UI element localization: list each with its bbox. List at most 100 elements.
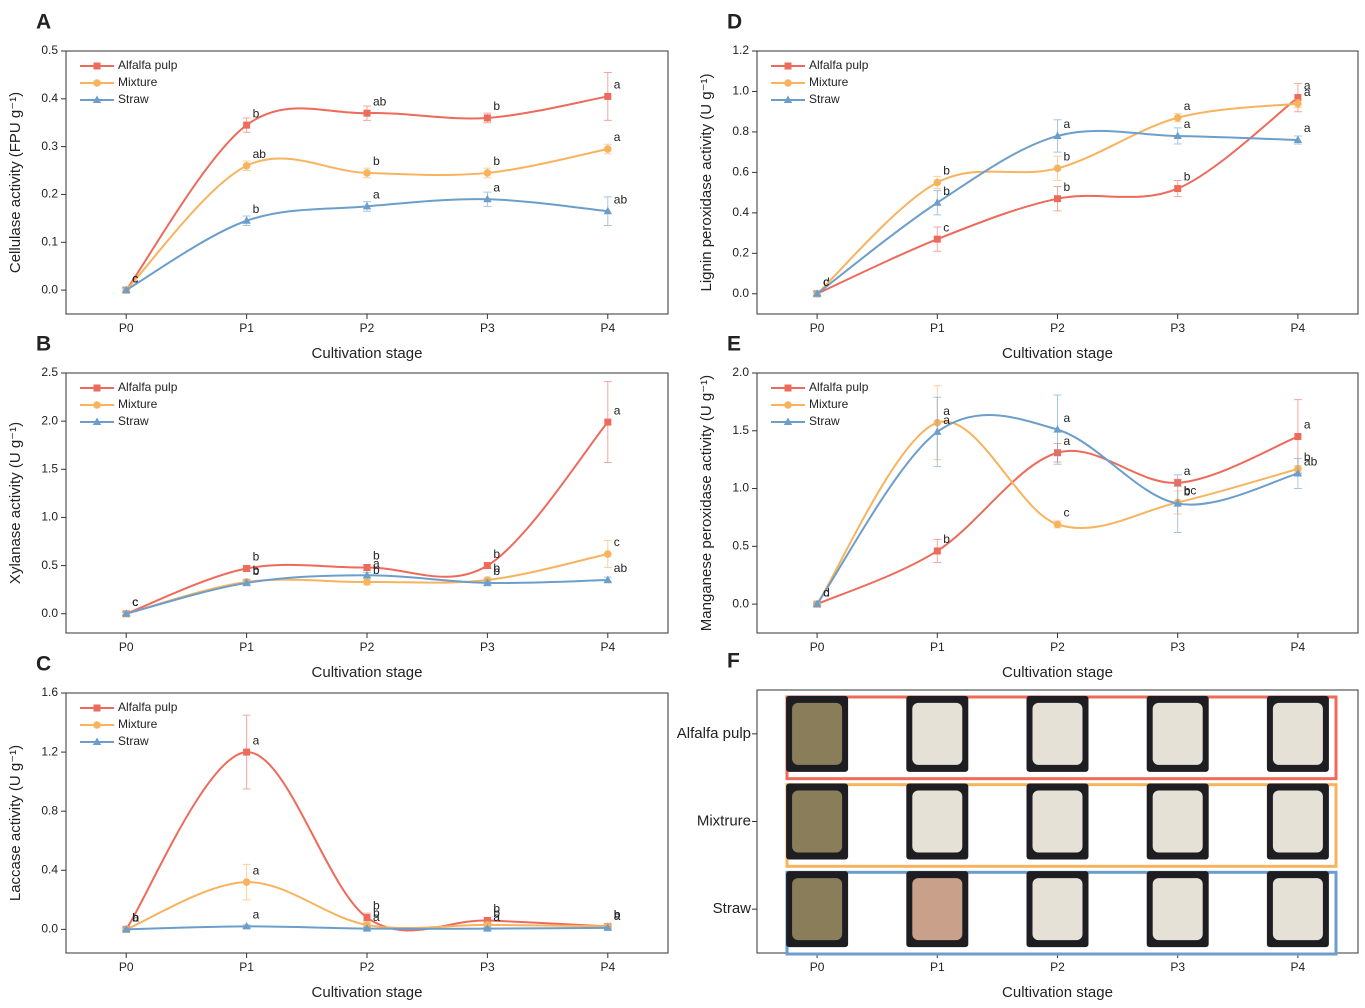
x-axis-label: Cultivation stage (1002, 345, 1113, 362)
marker (1293, 469, 1303, 477)
marker (1053, 425, 1062, 433)
y-tick-label: 0.6 (732, 165, 749, 179)
marker (1294, 433, 1302, 441)
x-axis-label: Cultivation stage (312, 664, 423, 681)
marker (604, 550, 612, 558)
marker (122, 285, 131, 294)
marker (483, 924, 492, 932)
legend-label: Mixture (809, 75, 849, 89)
legend-marker (783, 95, 793, 103)
x-tick-label: P0 (810, 640, 825, 654)
marker (1053, 131, 1062, 139)
legend-marker (93, 384, 101, 392)
x-tick-label: P2 (1050, 321, 1065, 335)
y-axis-label: Laccase activity (U g⁻¹) (7, 745, 24, 901)
y-tick-label: 1.5 (732, 423, 749, 437)
legend-marker (93, 79, 101, 87)
x-tick-label: P0 (810, 960, 825, 974)
marker (933, 427, 942, 435)
y-axis-label: Cellulase activity (FPU g⁻¹) (7, 92, 24, 273)
significance-letter: b (373, 154, 380, 168)
legend-label: Straw (118, 92, 149, 106)
legend-marker (92, 737, 102, 745)
photo-content (1272, 790, 1323, 853)
y-tick-label: 0.4 (732, 205, 749, 219)
significance-letter: ab (614, 192, 628, 206)
plot-frame (65, 50, 669, 315)
significance-letter: a (1064, 411, 1071, 425)
y-tick-label: 0.0 (41, 922, 58, 936)
significance-letter: c (823, 275, 829, 289)
y-tick-label: 1.0 (732, 481, 749, 495)
series-line (125, 198, 608, 291)
significance-letter: c (132, 271, 138, 285)
significance-letter: b (373, 899, 380, 913)
significance-letter: a (1304, 85, 1311, 99)
legend-label: Alfalfa pulp (118, 380, 178, 394)
row-label: Mixtrure (697, 812, 751, 829)
x-tick-label: P0 (119, 960, 134, 974)
significance-letter: c (132, 595, 138, 609)
marker (933, 547, 941, 555)
significance-letter: a (1304, 418, 1311, 432)
y-tick-label: 2.0 (732, 365, 749, 379)
y-tick-label: 0.1 (41, 234, 58, 248)
y-tick-label: 2.5 (41, 365, 58, 379)
significance-letter: b (1064, 180, 1071, 194)
plot-frame (756, 372, 1359, 634)
legend-label: Alfalfa pulp (118, 700, 178, 714)
x-tick-label: P1 (239, 960, 254, 974)
significance-letter: b (373, 906, 380, 920)
x-tick-label: P3 (480, 321, 495, 335)
significance-letter: b (493, 547, 500, 561)
photo-content (1032, 702, 1083, 765)
significance-letter: b (132, 911, 139, 925)
series-line (125, 148, 608, 291)
photo-content (912, 790, 963, 853)
y-tick-label: 2.0 (41, 413, 58, 427)
photo-content (1152, 878, 1203, 941)
legend-marker (92, 417, 102, 425)
photo-content (912, 878, 963, 941)
marker (243, 748, 251, 756)
significance-letter: b (253, 563, 260, 577)
significance-letter: ab (614, 561, 628, 575)
x-tick-label: P2 (360, 321, 375, 335)
significance-letter: a (1184, 99, 1191, 113)
significance-letter: a (373, 910, 380, 924)
significance-letter: ab (253, 147, 267, 161)
marker (603, 575, 612, 584)
significance-letter: a (1064, 117, 1071, 131)
significance-letter: a (614, 130, 621, 144)
marker (363, 109, 371, 117)
significance-letter: b (943, 184, 950, 198)
marker (1173, 499, 1182, 507)
y-axis-label: Xylanase activity (U g⁻¹) (7, 422, 24, 584)
marker (812, 599, 822, 608)
significance-letter: b (373, 563, 380, 577)
marker (243, 121, 251, 129)
significance-letter: b (373, 549, 380, 563)
legend-label: Straw (118, 414, 149, 428)
significance-letter: a (373, 188, 380, 202)
photo-content (1272, 878, 1323, 941)
significance-letter: b (253, 106, 260, 120)
x-axis-label: Cultivation stage (312, 345, 423, 362)
x-tick-label: P3 (480, 640, 495, 654)
marker (483, 114, 491, 122)
marker (1053, 164, 1062, 173)
marker (933, 198, 942, 206)
panel-label: A (36, 11, 51, 34)
legend-marker (784, 401, 792, 409)
significance-letter: a (1304, 79, 1311, 93)
marker (363, 578, 371, 586)
photo-content (912, 702, 963, 765)
marker (363, 914, 371, 922)
marker (483, 578, 492, 586)
y-tick-label: 1.2 (41, 744, 58, 758)
marker (362, 924, 372, 932)
y-tick-label: 0.8 (732, 124, 749, 138)
legend-label: Straw (809, 92, 840, 106)
x-tick-label: P0 (810, 321, 825, 335)
